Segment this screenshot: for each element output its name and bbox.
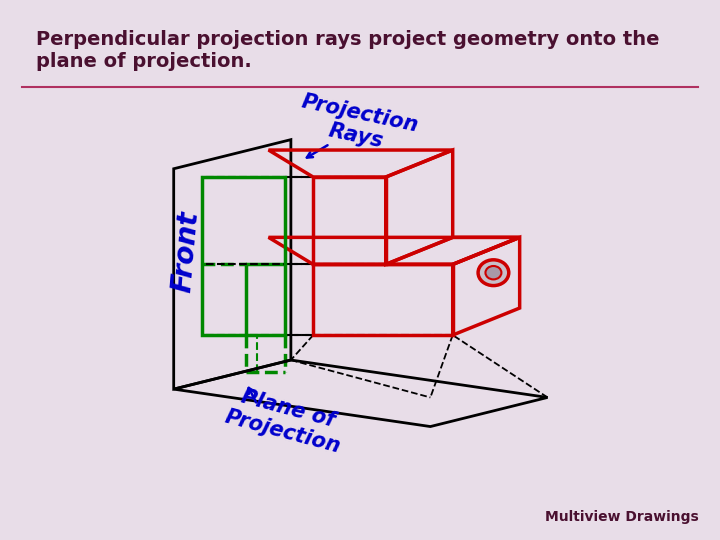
Text: Plane of
Projection: Plane of Projection	[222, 384, 348, 457]
Ellipse shape	[485, 266, 501, 279]
Text: Perpendicular projection rays project geometry onto the
plane of projection.: Perpendicular projection rays project ge…	[36, 30, 660, 71]
Text: Front: Front	[168, 210, 204, 294]
Ellipse shape	[478, 260, 509, 286]
Text: Projection
Rays: Projection Rays	[295, 92, 420, 159]
Text: Multiview Drawings: Multiview Drawings	[544, 510, 698, 524]
